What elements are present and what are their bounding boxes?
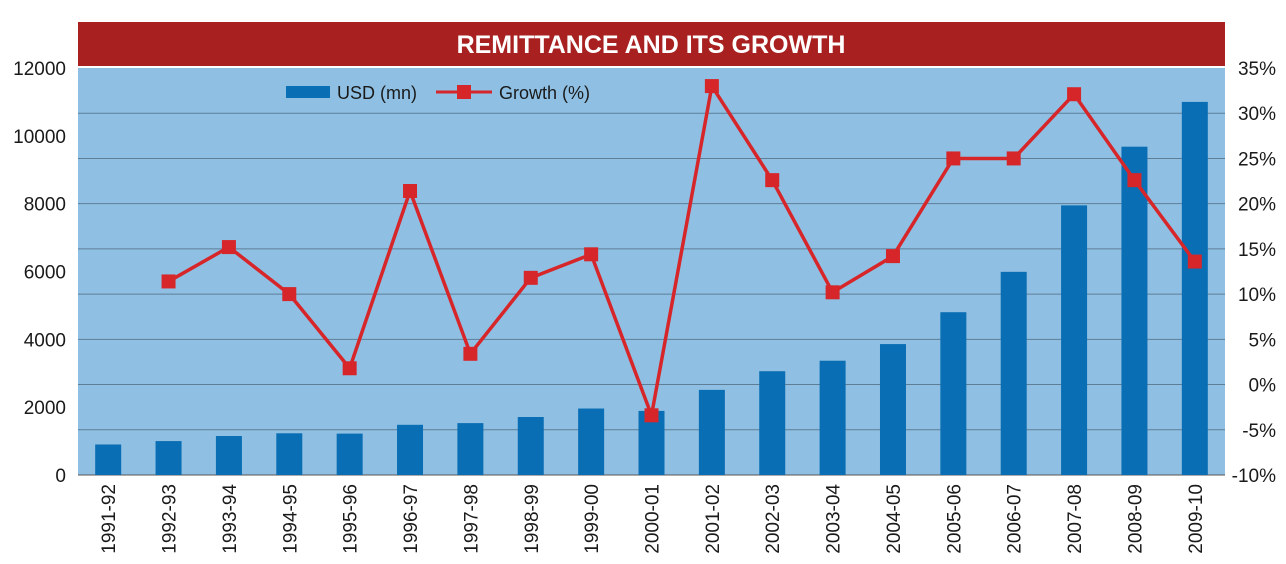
chart-title: REMITTANCE AND ITS GROWTH [457,31,846,59]
left-tick-label: 6000 [24,263,66,284]
left-tick-label: 8000 [24,195,66,216]
right-tick-label: 15% [1238,240,1276,261]
x-tick-label: 1997-98 [461,484,482,554]
right-tick-label: 10% [1238,285,1276,306]
growth-point-1997-98 [463,346,478,361]
legend-usd-label: USD (mn) [337,83,417,103]
x-tick-label: 1992-93 [160,484,181,554]
x-tick-label: 2006-07 [1005,484,1026,554]
bar-1997-98 [457,423,484,475]
x-tick-label: 1998-99 [522,484,543,554]
x-tick-label: 1996-97 [401,484,422,554]
bar-2005-06 [940,312,967,475]
bar-2007-08 [1061,205,1088,476]
bar-1991-92 [95,444,122,475]
bar-1995-96 [336,433,363,475]
x-tick-label: 1993-94 [220,484,241,554]
x-tick-label: 2002-03 [763,484,784,554]
left-tick-label: 10000 [13,127,66,148]
growth-line [167,84,1197,418]
bar-2006-07 [1000,271,1027,475]
bar-2004-05 [879,344,906,475]
left-tick-label: 4000 [24,330,66,351]
legend-bar-swatch [286,86,330,98]
right-tick-label: -10% [1232,466,1276,487]
bar-1994-95 [276,433,303,475]
bar-1992-93 [155,441,182,475]
bar-1996-97 [397,424,424,475]
growth-point-1999-00 [584,247,599,262]
right-tick-label: 25% [1238,149,1276,170]
bar-2009-10 [1181,101,1208,476]
growth-point-1998-99 [523,270,538,285]
chart-title-bar [78,22,1225,66]
left-tick-label: 12000 [13,59,66,80]
legend-growth-label: Growth (%) [499,83,590,103]
x-tick-label: 2003-04 [824,484,845,554]
x-tick-label: 2007-08 [1065,484,1086,554]
growth-point-1995-96 [342,361,357,376]
left-tick-label: 2000 [24,398,66,419]
x-tick-label: 1999-00 [582,484,603,554]
x-tick-label: 1991-92 [99,484,120,554]
growth-point-2004-05 [885,249,900,264]
growth-point-2007-08 [1067,87,1082,102]
growth-point-2000-01 [644,408,659,423]
growth-point-1994-95 [282,287,297,302]
bar-2008-09 [1121,146,1148,476]
x-tick-label: 2008-09 [1125,484,1146,554]
right-axis: -10% -5% 0% 5% 10% 15% 20% 25% 30% 35% [1232,59,1276,487]
growth-point-2005-06 [946,151,961,166]
bar-series [95,101,1208,476]
right-tick-label: 30% [1238,104,1276,125]
gridlines [78,112,1225,476]
right-tick-label: 35% [1238,59,1276,80]
growth-point-2003-04 [825,285,840,300]
bar-1999-00 [578,408,605,475]
right-tick-label: 0% [1249,376,1277,397]
right-tick-label: 20% [1238,195,1276,216]
growth-line-series [161,79,1202,423]
growth-point-2008-09 [1127,173,1142,188]
right-tick-label: 5% [1249,330,1277,351]
growth-point-1992-93 [161,274,176,289]
growth-point-2009-10 [1187,254,1202,269]
left-tick-label: 0 [55,466,66,487]
x-axis: 1991-92 1992-93 1993-94 1994-95 1995-96 1996-… [99,484,1207,554]
x-tick-label: 2004-05 [884,484,905,554]
growth-point-1993-94 [221,240,236,255]
bar-1998-99 [517,417,544,475]
x-tick-label: 2005-06 [944,484,965,554]
bar-2001-02 [698,389,725,475]
bar-2003-04 [819,360,846,475]
growth-point-1996-97 [403,184,418,199]
bar-2002-03 [759,371,786,475]
x-tick-label: 2001-02 [703,484,724,554]
legend: USD (mn) Growth (%) [286,83,590,103]
growth-point-2006-07 [1006,151,1021,166]
x-tick-label: 2000-01 [643,484,664,554]
x-tick-label: 1995-96 [341,484,362,554]
left-axis: 0 2000 4000 6000 8000 10000 12000 [13,59,66,487]
legend-growth-marker [457,85,471,99]
x-tick-label: 2009-10 [1186,484,1207,554]
right-tick-label: -5% [1242,421,1276,442]
bar-1993-94 [215,435,242,475]
x-tick-label: 1994-95 [280,484,301,554]
growth-point-2001-02 [704,79,719,94]
growth-point-2002-03 [765,173,780,188]
